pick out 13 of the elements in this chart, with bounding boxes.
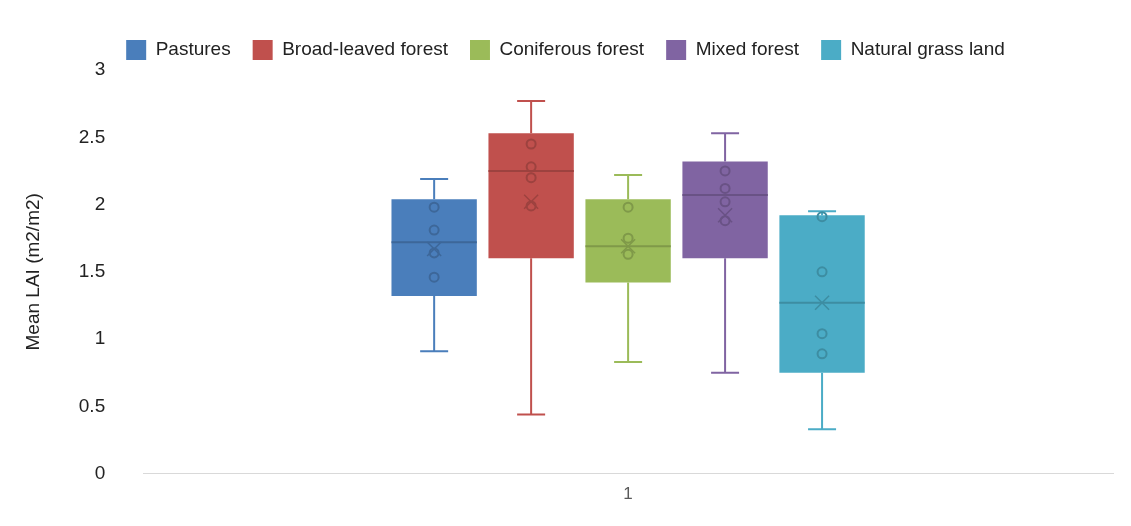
y-tick-label: 2 bbox=[94, 192, 106, 214]
legend-label: Coniferous forest bbox=[499, 38, 645, 60]
y-tick-label: 1 bbox=[94, 327, 106, 349]
y-tick-label: 3 bbox=[94, 58, 106, 80]
legend-label: Mixed forest bbox=[695, 38, 800, 60]
y-tick-label: 2.5 bbox=[78, 125, 106, 147]
y-tick-label: 1.5 bbox=[78, 260, 106, 282]
legend-label: Natural grass land bbox=[850, 38, 1005, 60]
y-tick-label: 0.5 bbox=[78, 394, 106, 416]
legend-label: Broad-leaved forest bbox=[282, 38, 449, 60]
y-axis-title: Mean LAI (m2/m2) bbox=[21, 193, 43, 351]
legend-label: Pastures bbox=[155, 38, 231, 60]
y-tick-label: 0 bbox=[94, 461, 106, 483]
